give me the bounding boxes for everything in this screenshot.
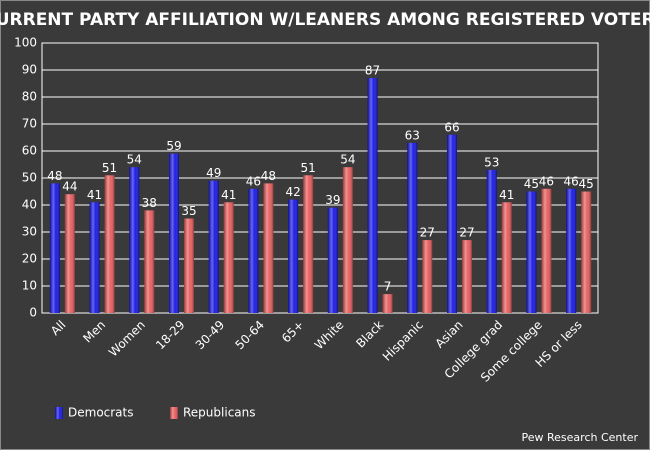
y-tick-label: 100: [14, 36, 37, 50]
y-tick-label: 30: [22, 225, 37, 239]
bar-shine: [64, 194, 75, 313]
bar-shine: [486, 169, 497, 313]
y-tick-label: 10: [22, 279, 37, 293]
value-label: 54: [127, 153, 142, 167]
bar-shine: [303, 175, 314, 313]
source: Pew Research Center: [522, 431, 639, 444]
bar-shine: [288, 199, 299, 313]
legend-label: Republicans: [183, 406, 256, 420]
value-label: 51: [102, 161, 117, 175]
bar-shine: [526, 191, 537, 313]
plot-border: [41, 42, 599, 314]
bar-shine: [447, 134, 457, 313]
value-label: 46: [539, 174, 554, 188]
bar-shine: [248, 188, 259, 313]
value-label: 66: [444, 120, 459, 134]
bar-shine: [89, 202, 100, 313]
value-label: 41: [499, 188, 514, 202]
value-label: 35: [181, 204, 196, 218]
bar-shine: [566, 188, 577, 313]
value-label: 38: [142, 196, 157, 210]
value-label: 39: [325, 193, 340, 207]
y-tick-label: 40: [22, 198, 37, 212]
bar-shine: [581, 191, 592, 313]
legend-label: Democrats: [68, 406, 134, 420]
y-tick-label: 80: [22, 90, 37, 104]
value-label: 54: [340, 153, 355, 167]
bar-shine: [263, 183, 274, 313]
bar-shine: [407, 142, 418, 313]
bar-shine: [144, 210, 155, 313]
y-tick-label: 60: [22, 144, 37, 158]
value-label: 45: [524, 177, 539, 191]
value-label: 51: [301, 161, 316, 175]
value-label: 49: [206, 166, 221, 180]
bar-shine: [382, 294, 393, 313]
value-label: 7: [384, 280, 392, 294]
bar-shine: [223, 202, 234, 313]
y-tick-label: 90: [22, 63, 37, 77]
y-tick-label: 70: [22, 117, 37, 131]
bar-shine: [184, 218, 194, 313]
value-label: 45: [579, 177, 594, 191]
legend-swatch-shine: [55, 407, 63, 419]
value-label: 53: [484, 155, 499, 169]
value-label: 87: [365, 64, 380, 78]
value-label: 59: [166, 139, 181, 153]
value-label: 48: [47, 169, 62, 183]
value-label: 27: [420, 226, 435, 240]
y-tick-label: 20: [22, 252, 37, 266]
value-label: 41: [221, 188, 236, 202]
bar-shine: [49, 183, 60, 313]
bar-shine: [367, 78, 378, 313]
bar-shine: [169, 153, 179, 313]
value-label: 46: [246, 174, 261, 188]
bar-shine: [342, 167, 353, 313]
bar-shine: [208, 180, 219, 313]
chart-title: CURRENT PARTY AFFILIATION W/LEANERS AMON…: [0, 10, 650, 30]
value-label: 46: [564, 174, 579, 188]
value-label: 63: [405, 128, 420, 142]
bar-shine: [541, 188, 552, 313]
legend-swatch-shine: [170, 407, 178, 419]
value-label: 48: [261, 169, 276, 183]
y-tick-label: 50: [22, 171, 37, 185]
value-label: 42: [286, 185, 301, 199]
bar-shine: [501, 202, 512, 313]
value-label: 44: [62, 180, 77, 194]
y-tick-label: 0: [29, 306, 37, 320]
value-label: 41: [87, 188, 102, 202]
value-label: 27: [459, 226, 474, 240]
bar-shine: [129, 167, 140, 313]
bar-shine: [462, 240, 472, 313]
bar-shine: [104, 175, 115, 313]
bar-shine: [327, 207, 338, 313]
bar-shine: [422, 240, 433, 313]
